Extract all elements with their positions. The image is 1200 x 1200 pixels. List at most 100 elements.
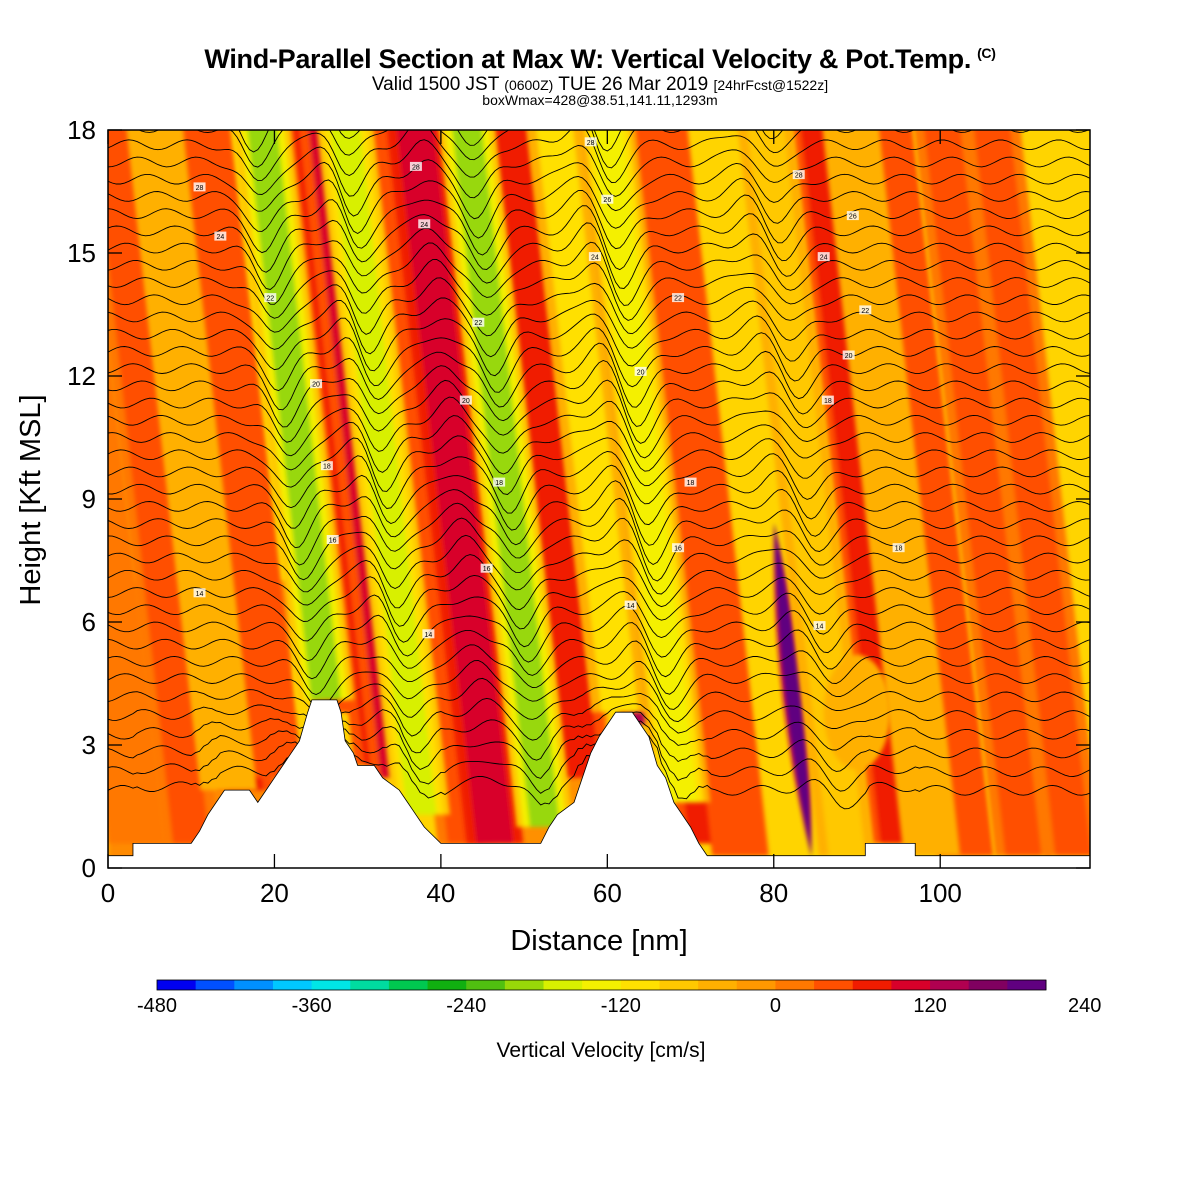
theta-contour-label-text: 14: [627, 603, 635, 610]
theta-contour-label-text: 18: [824, 398, 832, 405]
theta-contour-label-text: 16: [674, 546, 682, 553]
colorbar-tick-label: -360: [292, 995, 332, 1017]
theta-contour-label: 22: [264, 293, 277, 303]
theta-contour-label-text: 20: [312, 382, 320, 389]
theta-contour-label: 16: [326, 535, 339, 545]
terrain: [108, 699, 1090, 868]
theta-contour-line: [108, 692, 1090, 741]
theta-contour-line: [108, 677, 1090, 723]
colorbar-tick-label: -240: [446, 995, 486, 1017]
velocity-cell: [641, 130, 759, 856]
theta-contour-label-text: 22: [861, 308, 869, 315]
theta-contour-label-bg: [193, 588, 206, 598]
colorbar-swatch: [814, 980, 854, 990]
velocity-cell: [924, 130, 1042, 856]
theta-contour-label: 14: [813, 621, 826, 631]
theta-contour-label: 24: [214, 231, 227, 241]
theta-contour-label-text: 26: [849, 214, 857, 221]
theta-contour-line: [108, 451, 1090, 514]
velocity-cell: [108, 130, 210, 844]
theta-contour-label-bg: [846, 211, 859, 221]
colorbar-swatch: [234, 980, 274, 990]
theta-contour-label-text: 18: [323, 464, 331, 471]
theta-contour-label-bg: [588, 252, 601, 262]
colorbar-tick-label: -120: [601, 995, 641, 1017]
velocity-cell: [330, 130, 437, 815]
theta-contour-line: [108, 574, 1090, 630]
theta-contour-line: [108, 703, 1090, 761]
theta-contour-line: [108, 622, 1090, 680]
updraft-streak: [481, 130, 611, 778]
theta-contour-line: [108, 415, 1090, 475]
x-tick-label: 60: [593, 878, 622, 908]
theta-contour-label-text: 22: [266, 296, 274, 303]
colorbar-tick-label: 240: [1068, 995, 1101, 1017]
velocity-cell: [397, 130, 514, 844]
theta-contour-label: 18: [684, 477, 697, 487]
theta-contour-label-text: 24: [820, 255, 828, 262]
theta-contour-line: [108, 711, 1090, 779]
theta-contour-label-text: 20: [845, 353, 853, 360]
colorbar-swatch: [852, 980, 892, 990]
theta-contour-line: [108, 464, 1090, 531]
theta-contour-label: 16: [672, 543, 685, 553]
theta-contour-line: [138, 130, 1090, 169]
theta-contour-label-text: 20: [462, 398, 470, 405]
velocity-cell: [452, 130, 560, 827]
theta-contour-label-bg: [480, 563, 493, 573]
plot-area: 14 14 14 16 16 16 18 18 18 18 18 20 20 20 20 22 22 22 22 24…: [108, 130, 1090, 868]
theta-contour-label-bg: [418, 219, 431, 229]
theta-contour-label: 16: [480, 563, 493, 573]
colorbar-swatch: [543, 980, 583, 990]
colorbar-tick-label: -480: [137, 995, 177, 1017]
theta-contour-label: 28: [409, 161, 422, 171]
theta-contour-label-bg: [817, 252, 830, 262]
theta-contour-line: [108, 660, 1090, 710]
theta-contour-line: [108, 435, 1090, 495]
colorbar-swatch: [659, 980, 699, 990]
theta-contour-label: 18: [320, 461, 333, 471]
theta-contour-label: 14: [193, 588, 206, 598]
theta-contour-label-text: 22: [674, 296, 682, 303]
axes: 0 20 40 60 80 100 0 3 6 9 12 15 18: [67, 115, 1090, 908]
theta-contour-label-bg: [320, 461, 333, 471]
theta-contour-line: [108, 176, 1090, 239]
theta-contour-label-text: 28: [587, 140, 595, 147]
y-tick-label: 6: [82, 607, 96, 637]
theta-contour-label: 14: [624, 600, 637, 610]
colorbar-swatch: [157, 980, 197, 990]
theta-contour-label-bg: [634, 366, 647, 376]
velocity-cell: [491, 130, 601, 778]
theta-contour-line: [108, 342, 1090, 411]
velocity-cell: [136, 130, 247, 791]
y-tick-label: 15: [67, 238, 96, 268]
colorbar-swatch: [350, 980, 390, 990]
theta-contour-line: [108, 396, 1090, 459]
theta-contour-label: 18: [493, 477, 506, 487]
chart-title: Wind-Parallel Section at Max W: Vertical…: [0, 44, 1200, 75]
theta-contour-label: 24: [418, 219, 431, 229]
colorbar-swatch: [311, 980, 351, 990]
theta-contour-line: [108, 205, 1090, 273]
theta-contour-label-text: 24: [216, 234, 224, 241]
colorbar-title: Vertical Velocity [cm/s]: [497, 1039, 706, 1062]
theta-contour-label-bg: [892, 543, 905, 553]
theta-contour-label-text: 28: [196, 185, 204, 192]
colorbar-swatch: [504, 980, 545, 990]
y-axis-label: Height [Kft MSL]: [15, 394, 47, 605]
theta-contour-label-bg: [813, 621, 826, 631]
theta-contour-line: [108, 497, 1090, 566]
theta-contour-label: 20: [310, 379, 323, 389]
x-tick-label: 80: [759, 878, 788, 908]
velocity-cell: [774, 523, 812, 856]
theta-contour-label-text: 14: [424, 632, 432, 639]
chart-title-text: Wind-Parallel Section at Max W: Vertical…: [204, 44, 972, 74]
theta-contour-label-text: 20: [637, 369, 645, 376]
theta-contour-label-text: 14: [196, 591, 204, 598]
theta-contour-label-bg: [459, 395, 472, 405]
colorbar-swatch: [891, 980, 931, 990]
theta-contour-label: 28: [584, 137, 597, 147]
theta-contour-line: [108, 640, 1090, 695]
theta-contour-label-bg: [859, 305, 872, 315]
